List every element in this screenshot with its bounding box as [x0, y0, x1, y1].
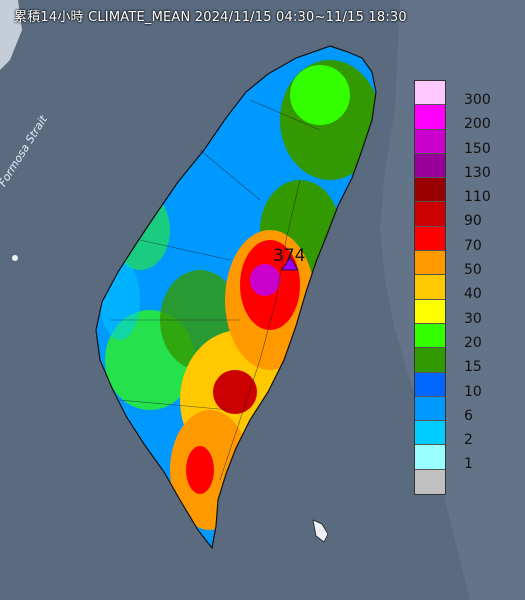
islet: [12, 255, 18, 261]
legend-label: 70: [464, 237, 482, 254]
legend-swatch: [415, 251, 445, 276]
max-rain-marker-icon: [281, 256, 299, 271]
legend-swatch: [415, 348, 445, 373]
legend-label: 30: [464, 310, 482, 327]
legend-label: 1: [464, 456, 473, 473]
legend-label: 2: [464, 432, 473, 449]
orchid-island: [312, 519, 329, 543]
legend-label: 10: [464, 383, 482, 400]
legend-label: 15: [464, 359, 482, 376]
legend-label: 200: [464, 116, 491, 133]
legend-label: 150: [464, 140, 491, 157]
legend-swatch: [415, 421, 445, 446]
legend-label: 130: [464, 164, 491, 181]
color-legend: [414, 80, 446, 496]
legend-swatch: [415, 469, 445, 495]
legend-label: 300: [464, 91, 491, 108]
legend-swatch: [415, 105, 445, 130]
legend-label: 110: [464, 189, 491, 206]
county-boundaries: [110, 99, 321, 481]
max-rainfall-value: 374: [273, 246, 306, 266]
legend-swatch: [415, 202, 445, 227]
legend-swatch: [415, 372, 445, 397]
legend-swatch: [415, 129, 445, 154]
legend-label: 50: [464, 262, 482, 279]
legend-swatch: [415, 299, 445, 324]
legend-label: 40: [464, 286, 482, 303]
legend-swatch: [415, 226, 445, 252]
legend-swatch: [415, 81, 445, 106]
legend-swatch: [415, 275, 445, 300]
mainland-coast: [0, 0, 22, 70]
legend-label: 90: [464, 213, 482, 230]
legend-label: 6: [464, 407, 473, 424]
island-outline: [95, 45, 377, 550]
legend-swatch: [415, 445, 445, 470]
map-title: 累積14小時 CLIMATE_MEAN 2024/11/15 04:30~11/…: [14, 10, 407, 25]
legend-swatch: [415, 153, 445, 179]
legend-swatch: [415, 178, 445, 203]
legend-label: 20: [464, 334, 482, 351]
legend-swatch: [415, 323, 445, 349]
legend-swatch: [415, 396, 445, 422]
